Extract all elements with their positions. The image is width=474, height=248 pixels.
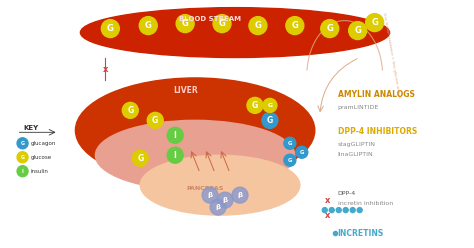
Circle shape bbox=[336, 208, 341, 213]
Text: linaGLIPTIN: linaGLIPTIN bbox=[338, 152, 374, 156]
Text: G: G bbox=[127, 106, 133, 115]
Text: G: G bbox=[371, 18, 378, 27]
Text: INCRETINS: INCRETINS bbox=[338, 229, 384, 238]
Circle shape bbox=[17, 152, 28, 163]
Ellipse shape bbox=[95, 120, 295, 190]
Text: G: G bbox=[354, 26, 361, 35]
Text: G: G bbox=[252, 101, 258, 110]
Text: stagGLIPTIN: stagGLIPTIN bbox=[338, 142, 376, 147]
Circle shape bbox=[167, 147, 183, 163]
Circle shape bbox=[176, 15, 194, 32]
Text: G: G bbox=[288, 141, 292, 146]
Text: PANCREAS: PANCREAS bbox=[186, 186, 224, 191]
Text: G: G bbox=[137, 154, 143, 163]
Text: β: β bbox=[208, 192, 213, 198]
Text: G: G bbox=[267, 116, 273, 125]
Text: G: G bbox=[255, 21, 261, 30]
Circle shape bbox=[17, 166, 28, 177]
Text: incretin inhibition: incretin inhibition bbox=[338, 201, 393, 206]
Circle shape bbox=[247, 97, 263, 113]
Circle shape bbox=[365, 14, 383, 31]
Circle shape bbox=[167, 127, 183, 143]
Text: I: I bbox=[174, 151, 177, 160]
Text: x: x bbox=[325, 211, 330, 219]
Circle shape bbox=[232, 187, 248, 203]
Circle shape bbox=[132, 150, 148, 166]
Circle shape bbox=[284, 137, 296, 149]
Text: G: G bbox=[326, 24, 333, 33]
Circle shape bbox=[122, 102, 138, 118]
Text: G: G bbox=[300, 150, 304, 155]
Circle shape bbox=[296, 146, 308, 158]
Ellipse shape bbox=[81, 8, 390, 58]
Text: less insulin resistance > less glucose output: less insulin resistance > less glucose o… bbox=[382, 12, 401, 98]
Text: G: G bbox=[219, 19, 226, 28]
Text: glucose: glucose bbox=[30, 155, 52, 160]
Text: I: I bbox=[174, 131, 177, 140]
Text: AMYLIN ANALOGS: AMYLIN ANALOGS bbox=[338, 90, 415, 99]
Circle shape bbox=[357, 208, 362, 213]
Circle shape bbox=[249, 17, 267, 34]
Circle shape bbox=[263, 98, 277, 112]
Circle shape bbox=[202, 187, 218, 203]
Circle shape bbox=[139, 17, 157, 34]
Circle shape bbox=[210, 199, 226, 215]
Circle shape bbox=[343, 208, 348, 213]
Text: DPP-4 INHIBITORS: DPP-4 INHIBITORS bbox=[338, 127, 417, 136]
Circle shape bbox=[321, 20, 339, 37]
Text: DPP-4: DPP-4 bbox=[338, 191, 356, 196]
Text: G: G bbox=[292, 21, 298, 30]
Text: G: G bbox=[20, 155, 25, 160]
Text: G: G bbox=[267, 103, 273, 108]
Text: G: G bbox=[145, 21, 152, 30]
Circle shape bbox=[262, 112, 278, 128]
Circle shape bbox=[213, 15, 231, 32]
Circle shape bbox=[329, 208, 334, 213]
Text: BLOOD STREAM: BLOOD STREAM bbox=[179, 16, 241, 22]
Ellipse shape bbox=[75, 78, 315, 183]
Circle shape bbox=[217, 192, 233, 208]
Circle shape bbox=[350, 208, 355, 213]
Text: β: β bbox=[222, 197, 228, 203]
Text: G: G bbox=[20, 141, 25, 146]
Text: G: G bbox=[182, 19, 189, 28]
Ellipse shape bbox=[140, 155, 300, 215]
Text: G: G bbox=[107, 24, 114, 33]
Circle shape bbox=[286, 17, 304, 34]
Text: LIVER: LIVER bbox=[173, 86, 198, 95]
Circle shape bbox=[322, 208, 327, 213]
Text: G: G bbox=[152, 116, 158, 125]
Text: x: x bbox=[325, 196, 330, 205]
Text: β: β bbox=[216, 204, 220, 210]
Text: insulin: insulin bbox=[30, 169, 48, 174]
Text: G: G bbox=[288, 158, 292, 163]
Circle shape bbox=[147, 112, 163, 128]
Text: x: x bbox=[103, 65, 108, 74]
Text: KEY: KEY bbox=[23, 125, 38, 131]
Text: pramLINTIDE: pramLINTIDE bbox=[338, 104, 379, 110]
Circle shape bbox=[17, 138, 28, 149]
Circle shape bbox=[349, 22, 367, 39]
Text: I: I bbox=[22, 169, 24, 174]
Text: β: β bbox=[237, 192, 243, 198]
Circle shape bbox=[284, 154, 296, 166]
Circle shape bbox=[101, 20, 119, 37]
Text: glucagon: glucagon bbox=[30, 141, 56, 146]
